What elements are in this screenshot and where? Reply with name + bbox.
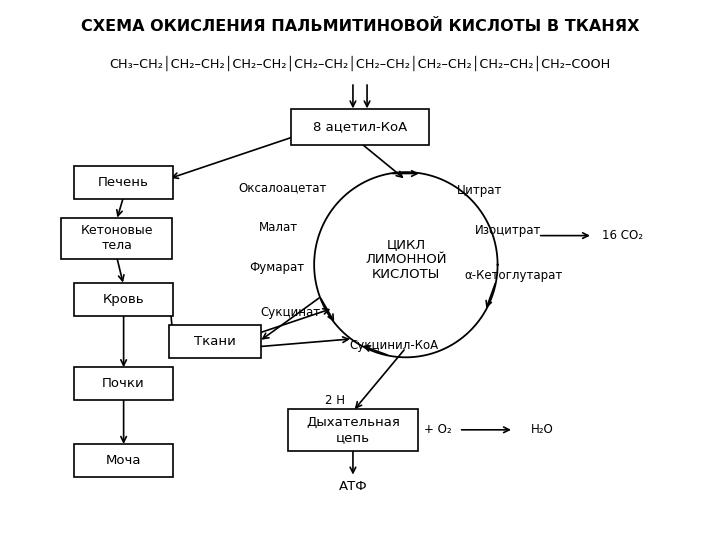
FancyBboxPatch shape [169, 325, 261, 358]
Text: 2 H: 2 H [325, 394, 346, 407]
Text: Печень: Печень [98, 176, 149, 189]
Text: Изоцитрат: Изоцитрат [475, 224, 541, 237]
Text: Почки: Почки [102, 377, 145, 390]
Text: Цитрат: Цитрат [457, 184, 503, 197]
Text: Малат: Малат [259, 221, 298, 234]
Text: СХЕМА ОКИСЛЕНИЯ ПАЛЬМИТИНОВОЙ КИСЛОТЫ В ТКАНЯХ: СХЕМА ОКИСЛЕНИЯ ПАЛЬМИТИНОВОЙ КИСЛОТЫ В … [81, 19, 639, 34]
Text: CH₃–CH₂│CH₂–CH₂│CH₂–CH₂│CH₂–CH₂│CH₂–CH₂│CH₂–CH₂│CH₂–CH₂│CH₂–COOH: CH₃–CH₂│CH₂–CH₂│CH₂–CH₂│CH₂–CH₂│CH₂–CH₂│… [109, 56, 611, 71]
Text: H₂O: H₂O [531, 423, 554, 436]
Text: Кровь: Кровь [103, 293, 145, 306]
FancyBboxPatch shape [288, 409, 418, 451]
FancyBboxPatch shape [291, 109, 429, 145]
FancyBboxPatch shape [74, 166, 173, 199]
Text: Сукцинил-КоА: Сукцинил-КоА [349, 339, 438, 352]
FancyBboxPatch shape [74, 367, 173, 400]
FancyBboxPatch shape [60, 218, 172, 259]
Text: ЦИКЛ
ЛИМОННОЙ
КИСЛОТЫ: ЦИКЛ ЛИМОННОЙ КИСЛОТЫ [365, 238, 446, 281]
Text: АТФ: АТФ [338, 481, 367, 494]
Text: Ткани: Ткани [194, 335, 236, 348]
Text: 8 ацетил-КоА: 8 ацетил-КоА [313, 120, 407, 133]
Text: 16 CO₂: 16 CO₂ [602, 229, 643, 242]
Text: Фумарат: Фумарат [249, 261, 305, 274]
Text: Моча: Моча [106, 454, 141, 467]
FancyBboxPatch shape [74, 283, 173, 315]
Text: α-Кетоглутарат: α-Кетоглутарат [464, 269, 563, 282]
Text: Кетоновые
тела: Кетоновые тела [81, 224, 153, 252]
Text: Сукцинат: Сукцинат [261, 306, 321, 319]
FancyBboxPatch shape [74, 444, 173, 477]
Text: + O₂: + O₂ [423, 423, 451, 436]
Text: Оксалоацетат: Оксалоацетат [238, 181, 327, 194]
Text: Дыхательная
цепь: Дыхательная цепь [306, 416, 400, 444]
